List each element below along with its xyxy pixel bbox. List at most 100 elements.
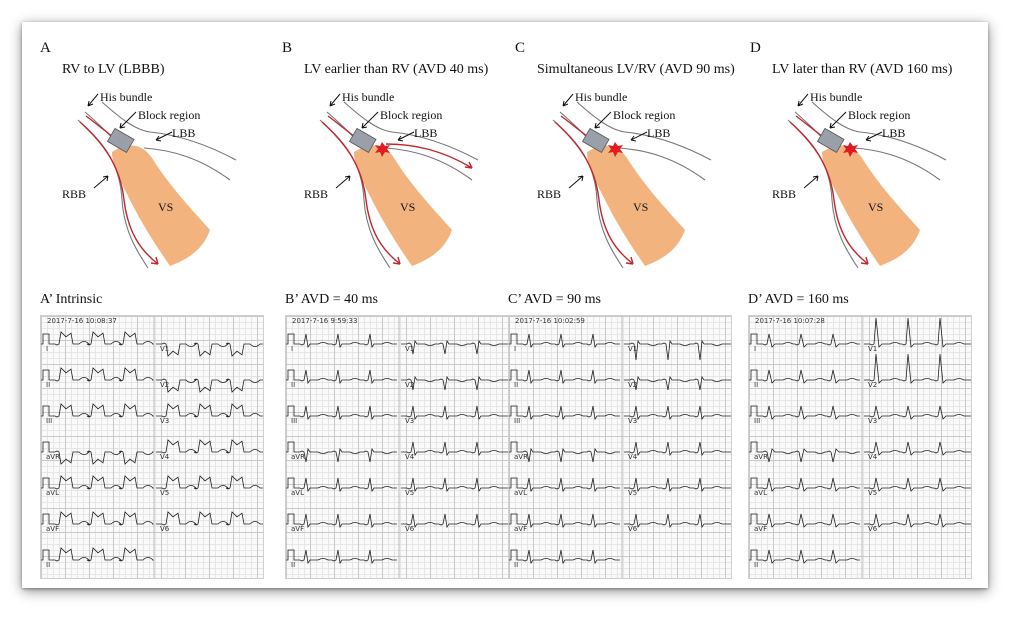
lead-label: V3 (868, 417, 878, 425)
lbb-pointer (397, 131, 415, 142)
block-region-label: Block region (380, 108, 443, 122)
lead-trace (749, 549, 860, 564)
lead-label: aVL (514, 489, 527, 497)
conduction-diagram (552, 93, 712, 269)
lead-label: V5 (405, 489, 415, 497)
lead-label: II (291, 381, 296, 389)
ecg-panel-letter: A’ (40, 292, 56, 307)
lead-trace (156, 342, 263, 357)
lead-trace (156, 439, 263, 454)
his-bundle-label: His bundle (575, 90, 628, 104)
block-region (816, 127, 845, 153)
panel-title: RV to LV (LBBB) (62, 62, 165, 77)
rbb-pointer (335, 175, 351, 189)
lead-trace (509, 405, 620, 421)
lbb-wall-lower (618, 147, 706, 181)
lead-trace (41, 403, 154, 418)
lead-label: aVF (291, 525, 305, 533)
lead-trace (509, 477, 620, 493)
lead-trace (864, 353, 971, 384)
lead-trace (624, 441, 731, 457)
pacing-site-star (843, 142, 858, 157)
lead-trace (41, 441, 154, 465)
lead-label: II (514, 381, 519, 389)
lead-trace (286, 369, 397, 385)
lead-label: V4 (160, 453, 170, 461)
lead-label: V6 (405, 525, 415, 533)
lead-trace (749, 477, 860, 492)
ventricular-septum (354, 145, 452, 266)
ecg-traces (509, 316, 731, 578)
rbb-label: RBB (537, 187, 562, 201)
lead-label: I (46, 345, 49, 353)
his-bundle-label: His bundle (342, 90, 395, 104)
lead-trace (864, 513, 971, 528)
lead-trace (864, 317, 971, 348)
lead-label: V2 (160, 381, 170, 389)
vs-label: VS (158, 200, 174, 214)
ventricular-septum (112, 145, 210, 266)
lbb-wall-lower (853, 147, 941, 181)
lead-trace (624, 375, 731, 391)
rbb-label: RBB (772, 187, 797, 201)
lead-label: II (754, 561, 759, 569)
his-bundle-pointer (562, 93, 574, 107)
lbb-pointer (630, 131, 648, 142)
lbb-conduction-path (385, 143, 473, 169)
rbb-arrowhead (150, 256, 159, 265)
ecg-strip: 2017-7-16 9:59:33 I V1 II V2 III V3 aVR V4 aVL V5 a… (285, 315, 509, 579)
lead-label: V2 (628, 381, 638, 389)
block-region-label: Block region (138, 108, 201, 122)
conduction-diagram (787, 93, 947, 269)
lead-trace (624, 513, 731, 529)
ecg-panel-heading: D’ AVD = 160 ms (748, 292, 849, 308)
lbb-label: LBB (882, 126, 906, 140)
block-region-pointer (594, 111, 612, 129)
lead-trace (286, 477, 397, 493)
lead-label: V3 (628, 417, 638, 425)
lbb-label: LBB (647, 126, 671, 140)
lead-trace (41, 475, 154, 490)
lead-label: aVL (291, 489, 304, 497)
lead-trace (156, 475, 263, 490)
lead-trace (401, 477, 508, 493)
diagram-panel-A: A RV to LV (LBBB) His bundle Block region LB… (40, 40, 270, 270)
ecg-panel-title: AVD = 90 ms (523, 292, 601, 307)
his-bundle-label: His bundle (810, 90, 863, 104)
conduction-diagram (319, 93, 479, 269)
lead-trace (41, 547, 154, 562)
ecg-panel-letter: B’ (285, 292, 301, 307)
ecg-strip: 2017-7-16 10:02:59 I V1 II V2 III V3 aVR V4 aVL V5… (508, 315, 732, 579)
lead-label: V3 (160, 417, 170, 425)
lead-label: V6 (160, 525, 170, 533)
ecg-timestamp: 2017-7-16 10:02:59 (515, 317, 585, 325)
ecg-panel-letter: D’ (748, 292, 765, 307)
lead-label: V5 (628, 489, 638, 497)
lead-label: II (514, 561, 519, 569)
pacing-site-star (375, 142, 390, 157)
block-region-pointer (119, 111, 137, 129)
lead-label: I (754, 345, 757, 353)
lead-trace (864, 477, 971, 492)
his-bundle-label: His bundle (100, 90, 153, 104)
panel-letter: C (515, 40, 526, 56)
lbb-wall-lower (143, 147, 231, 181)
lead-label: II (754, 381, 759, 389)
ventricular-septum (587, 145, 685, 266)
lead-label: II (46, 561, 51, 569)
block-region (348, 127, 377, 153)
lbb-wall-upper (576, 101, 712, 161)
lead-trace (509, 333, 620, 349)
ecg-panel-heading: C’ AVD = 90 ms (508, 292, 601, 308)
lead-trace (286, 405, 397, 421)
lead-label: V2 (868, 381, 878, 389)
rbb-arrowhead (625, 256, 634, 265)
lead-trace (509, 513, 620, 529)
lead-label: aVR (514, 453, 528, 461)
vs-label: VS (633, 200, 649, 214)
ecg-traces (286, 316, 508, 578)
lead-trace (156, 511, 263, 526)
lead-trace (509, 549, 620, 565)
lbb-label: LBB (414, 126, 438, 140)
lead-trace (624, 339, 731, 361)
